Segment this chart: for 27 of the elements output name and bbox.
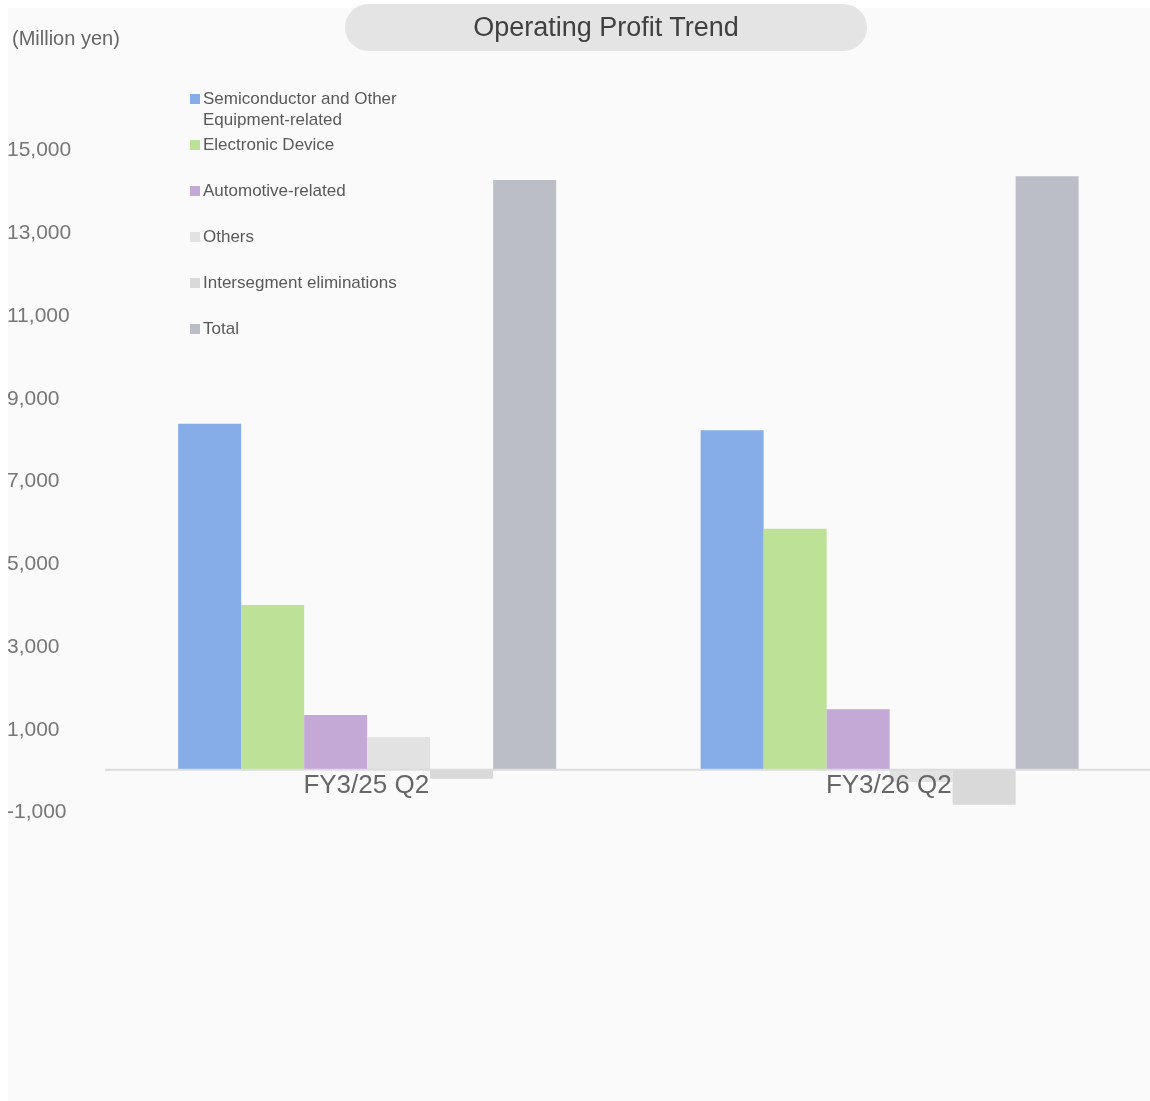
x-tick-label: FY3/25 Q2 [303, 769, 430, 799]
y-tick-label: 7,000 [7, 468, 60, 492]
legend-label: Automotive-related [203, 180, 346, 201]
legend-label: Intersegment eliminations [203, 272, 397, 293]
bar [493, 180, 557, 770]
legend-label: Total [203, 318, 239, 339]
bar [1015, 176, 1079, 770]
legend-label: Electronic Device [203, 134, 335, 155]
y-tick-label: 11,000 [7, 302, 70, 326]
legend-label: Others [203, 226, 255, 247]
legend-label: Semiconductor and Other Equipment-related [203, 88, 398, 130]
y-tick-label: 15,000 [7, 137, 72, 161]
y-axis-title: (Million yen) [12, 27, 120, 50]
bar [763, 528, 827, 770]
bar [700, 430, 764, 770]
y-tick-label: -1,000 [7, 799, 67, 823]
bar [826, 709, 890, 770]
bar [304, 715, 368, 770]
bar [241, 604, 305, 770]
y-tick-label: 1,000 [7, 716, 60, 740]
y-tick-label: 5,000 [7, 551, 60, 575]
chart-title: Operating Profit Trend [345, 4, 867, 51]
y-tick-label: 3,000 [7, 633, 60, 657]
y-tick-label: 13,000 [7, 220, 72, 244]
bar [178, 423, 242, 770]
y-tick-label: 9,000 [7, 385, 60, 409]
x-tick-label: FY3/26 Q2 [825, 769, 952, 799]
